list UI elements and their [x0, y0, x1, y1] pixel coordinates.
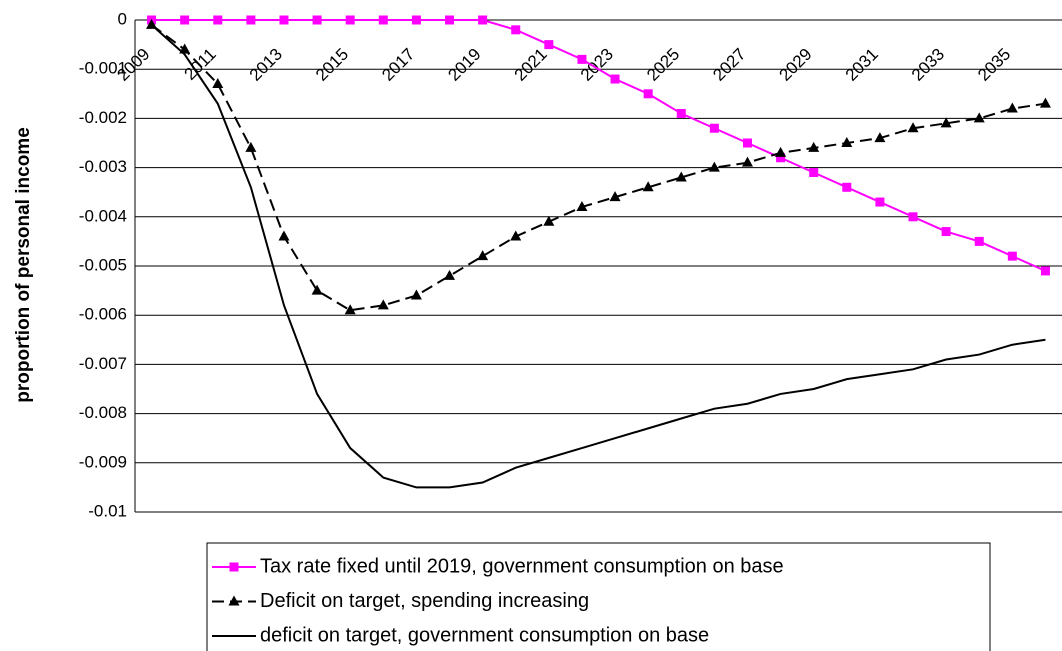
- marker: [675, 171, 687, 182]
- marker: [610, 74, 620, 84]
- marker: [279, 15, 289, 25]
- legend-marker: [229, 562, 239, 572]
- marker: [874, 132, 886, 143]
- marker: [973, 112, 985, 123]
- marker: [378, 15, 388, 25]
- marker: [808, 141, 820, 152]
- marker: [709, 123, 719, 133]
- marker: [1040, 266, 1050, 276]
- marker: [642, 181, 654, 192]
- y-tick-label: -0.004: [79, 206, 127, 225]
- marker: [543, 215, 555, 226]
- marker: [245, 141, 257, 152]
- marker: [411, 15, 421, 25]
- series-line: [150, 24, 1046, 489]
- legend-label: Tax rate fixed until 2019, government co…: [260, 555, 784, 577]
- marker: [841, 137, 853, 147]
- marker: [445, 15, 455, 25]
- marker: [708, 161, 720, 172]
- marker: [410, 289, 422, 300]
- marker: [676, 108, 686, 118]
- x-tick-label: 2033: [908, 45, 948, 85]
- marker: [809, 168, 819, 178]
- x-tick-label: 2025: [643, 45, 683, 85]
- marker: [940, 117, 952, 128]
- marker: [180, 15, 190, 25]
- marker: [974, 236, 984, 246]
- marker: [1039, 97, 1051, 108]
- marker: [907, 122, 919, 133]
- legend-label: Deficit on target, spending increasing: [260, 590, 589, 612]
- marker: [544, 40, 554, 50]
- x-tick-label: 2019: [444, 45, 484, 85]
- legend-marker: [228, 595, 240, 606]
- y-tick-label: -0.008: [79, 403, 127, 422]
- marker: [577, 54, 587, 64]
- y-tick-label: -0.006: [79, 305, 127, 324]
- x-tick-label: 2029: [776, 45, 816, 85]
- marker: [609, 191, 621, 202]
- x-tick-label: 2015: [312, 45, 352, 85]
- marker: [213, 15, 223, 25]
- marker: [212, 77, 224, 88]
- x-tick-label: 2027: [709, 45, 749, 85]
- marker: [477, 250, 489, 261]
- marker: [775, 146, 787, 157]
- legend-box: [206, 542, 991, 651]
- marker: [510, 230, 522, 241]
- marker: [776, 153, 786, 163]
- marker: [511, 25, 521, 35]
- marker: [344, 304, 356, 315]
- marker: [312, 15, 322, 25]
- y-tick-label: -0.002: [79, 108, 127, 127]
- series-line: [151, 19, 1046, 272]
- marker: [908, 212, 918, 222]
- legend-label: deficit on target, government consumptio…: [260, 624, 709, 646]
- marker: [1007, 251, 1017, 261]
- x-tick-label: 2031: [842, 45, 882, 85]
- marker: [643, 89, 653, 99]
- marker: [478, 15, 488, 25]
- marker: [345, 15, 355, 25]
- marker: [875, 197, 885, 207]
- y-tick-label: -0.007: [79, 354, 127, 373]
- x-tick-label: 2035: [974, 45, 1014, 85]
- x-tick-label: 2017: [378, 45, 418, 85]
- marker: [741, 156, 753, 167]
- marker: [246, 15, 256, 25]
- x-tick-label: 2021: [511, 45, 551, 85]
- marker: [1006, 102, 1018, 113]
- y-tick-label: -0.001: [79, 59, 127, 78]
- marker: [311, 284, 323, 295]
- marker: [576, 200, 588, 211]
- x-tick-label: 2009: [113, 45, 153, 85]
- y-axis-title: proportion of personal income: [13, 127, 34, 403]
- y-tick-label: -0.005: [79, 255, 127, 274]
- y-tick-label: -0.01: [88, 501, 127, 520]
- marker: [742, 138, 752, 148]
- marker: [941, 227, 951, 237]
- y-tick-label: -0.009: [79, 452, 127, 471]
- marker: [278, 230, 290, 241]
- y-tick-label: -0.003: [79, 157, 127, 176]
- marker: [842, 182, 852, 192]
- series-line: [150, 24, 1046, 312]
- x-tick-label: 2013: [246, 45, 286, 85]
- y-tick-label: 0: [118, 9, 127, 28]
- marker: [444, 269, 456, 280]
- marker: [377, 299, 389, 310]
